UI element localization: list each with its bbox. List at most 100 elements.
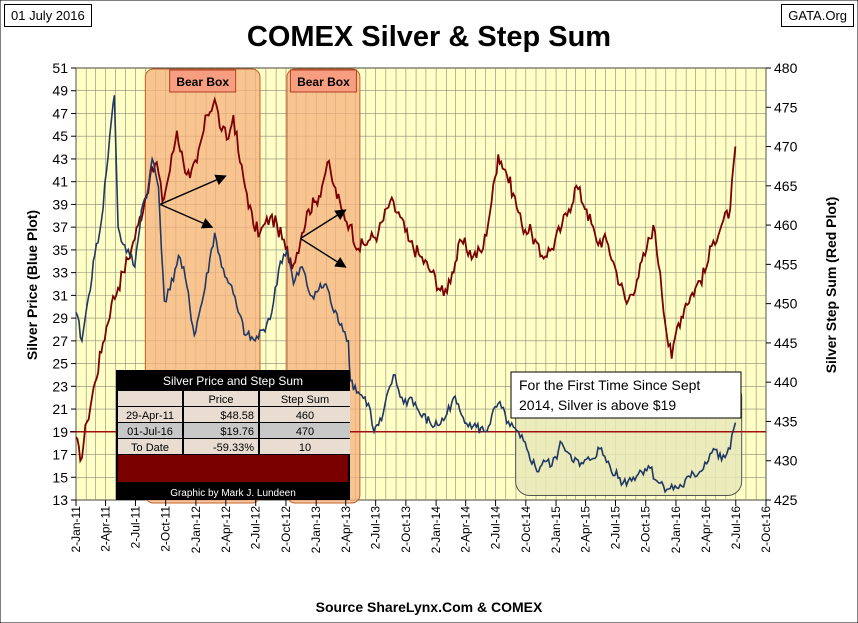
table-cell: [118, 407, 182, 422]
table-header-label: Step Sum: [281, 394, 329, 406]
x-tick-label: 2-Apr-16: [699, 506, 713, 553]
table-cell: [260, 439, 350, 454]
table-cell-value: 460: [296, 410, 314, 422]
y-tick-label: 35: [52, 242, 68, 258]
annotation-line: 2014, Silver is above $19: [519, 397, 676, 413]
y-tick-label: 27: [52, 333, 68, 349]
table-cell: [118, 439, 182, 454]
table-header-cell: [260, 391, 350, 406]
y2-tick-label: 480: [774, 60, 798, 76]
brand-label: GATA.Org: [781, 4, 854, 27]
x-tick-label: 2-Jan-11: [69, 506, 83, 553]
table-cell: [184, 423, 258, 438]
x-tick-label: 2-Jul-14: [489, 506, 503, 550]
series-step-sum: [75, 96, 737, 464]
x-tick-label: 2-Jul-15: [609, 506, 623, 550]
x-tick-label: 2-Oct-14: [519, 506, 533, 553]
table-cell: [184, 407, 258, 422]
x-tick-label: 2-Apr-14: [459, 506, 473, 553]
y2-tick-label: 425: [774, 492, 798, 508]
y-tick-label: 51: [52, 60, 68, 76]
y-tick-label: 23: [52, 378, 68, 394]
table-cell: [260, 423, 350, 438]
table-header-cell: [118, 391, 182, 406]
bear-box-label-bg: [289, 69, 357, 93]
plot-area: Bear Box Bear Box 13 15 17 19 21 23 25 27 29 31 33 35…: [52, 60, 797, 553]
y-tick-label: 45: [52, 128, 68, 144]
x-tick-label: 2-Jan-12: [189, 506, 203, 554]
table-cell-value: $48.58: [220, 410, 254, 422]
trend-arrow: [159, 174, 227, 206]
table-cell-value: -59.33%: [213, 442, 254, 454]
table-header-cell: [184, 391, 258, 406]
chart-title: COMEX Silver & Step Sum: [247, 21, 611, 53]
x-tick-label: 2-Jul-11: [128, 506, 142, 549]
y2-axis-label: Silver Step Sum (Red Plot): [823, 197, 839, 374]
table-cell-value: To Date: [131, 442, 169, 454]
x-tick-label: 2-Jan-15: [549, 506, 563, 554]
source-label: Source ShareLynx.Com & COMEX: [316, 599, 543, 615]
x-tick-label: 2-Oct-13: [399, 506, 413, 553]
bear-box-label-bg: [169, 69, 237, 93]
y-tick-label: 15: [52, 469, 68, 485]
annotation-line: For the First Time Since Sept: [519, 377, 700, 393]
x-tick-label: 2-Jan-13: [309, 506, 323, 554]
y2-tick-label: 455: [774, 256, 798, 272]
trend-arrow: [159, 203, 214, 229]
y-tick-label: 33: [52, 265, 68, 281]
y-tick-label: 47: [52, 105, 68, 121]
y2-tick-label: 465: [774, 178, 798, 194]
table-cell: [184, 439, 258, 454]
table-fill-area: [118, 455, 348, 482]
y2-tick-label: 430: [774, 453, 798, 469]
y-tick-label: 43: [52, 151, 68, 167]
table-cell-value: $19.76: [220, 426, 254, 438]
date-label: 01 July 2016: [4, 4, 92, 27]
x-tick-label: 2-Apr-12: [219, 506, 233, 553]
table-cell: [260, 407, 350, 422]
series-silver-price: [75, 95, 737, 494]
table-cell-value: 29-Apr-11: [126, 410, 174, 422]
x-tick-label: 2-Apr-15: [579, 506, 593, 553]
bear-box-label: Bear Box: [297, 75, 350, 89]
table-cell-value: 10: [299, 442, 311, 454]
x-tick-label: 2-Jul-12: [249, 506, 263, 550]
x-tick-label: 2-Jan-14: [429, 506, 443, 554]
x-tick-label: 2-Apr-11: [99, 506, 113, 552]
y-tick-label: 39: [52, 196, 68, 212]
y2-tick-label: 435: [774, 413, 798, 429]
x-tick-label: 2-Oct-15: [639, 506, 653, 553]
y2-tick-label: 445: [774, 335, 798, 351]
x-tick-label: 2-Oct-12: [279, 506, 293, 553]
y-axis-label: Silver Price (Blue Plot): [24, 210, 40, 360]
x-tick-label: 2-Jul-16: [729, 506, 743, 550]
trend-arrow: [300, 209, 347, 240]
y-tick-label: 37: [52, 219, 68, 235]
table-cell-value: 470: [296, 426, 314, 438]
annotation-box: [510, 371, 742, 419]
x-tick-label: 2-Jul-13: [369, 506, 383, 550]
table-header-label: Price: [208, 394, 233, 406]
bear-box-label: Bear Box: [176, 75, 229, 89]
table-title: Silver Price and Step Sum: [163, 374, 303, 388]
y2-tick-label: 475: [774, 99, 798, 115]
y-tick-label: 21: [52, 401, 68, 417]
y-tick-label: 49: [52, 83, 68, 99]
table-cell-value: 01-Jul-16: [127, 426, 173, 438]
y2-tick-label: 470: [774, 139, 798, 155]
y2-tick-label: 460: [774, 217, 798, 233]
table-cell: [118, 423, 182, 438]
y-tick-label: 17: [52, 447, 68, 463]
x-tick-label: 2-Jan-16: [669, 506, 683, 554]
y-tick-label: 41: [52, 174, 68, 190]
x-tick-label: 2-Oct-11: [159, 506, 173, 552]
table-credit: Graphic by Mark J. Lundeen: [170, 488, 296, 499]
y-tick-label: 13: [52, 492, 68, 508]
y2-tick-label: 450: [774, 296, 798, 312]
y-tick-label: 19: [52, 424, 68, 440]
x-tick-label: 2-Oct-16: [759, 506, 773, 553]
y2-tick-label: 440: [774, 374, 798, 390]
y-tick-label: 31: [52, 287, 68, 303]
trend-arrow: [300, 237, 347, 268]
